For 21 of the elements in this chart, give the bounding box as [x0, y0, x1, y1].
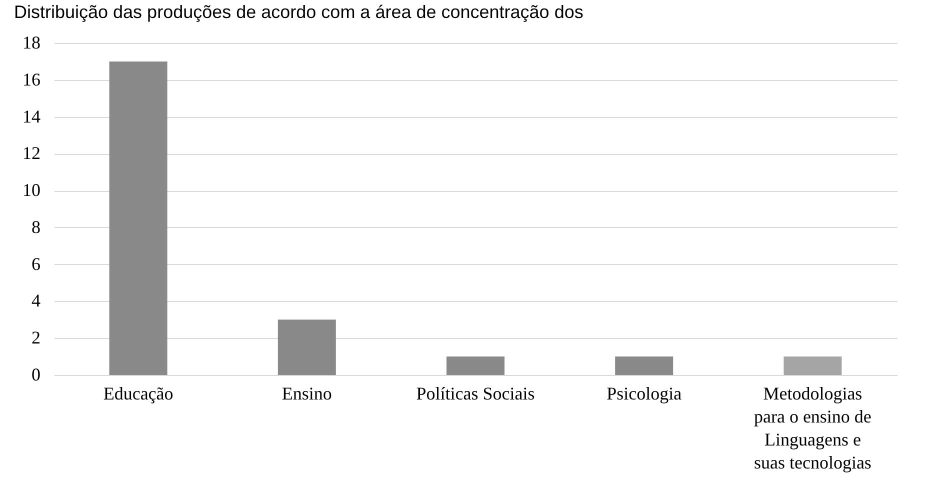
x-tick-label: Políticas Sociais — [416, 384, 535, 404]
y-tick-label: 2 — [32, 328, 40, 348]
chart-title: Distribuição das produções de acordo com a área de concentração dos — [14, 2, 584, 22]
y-tick-label: 10 — [22, 180, 40, 200]
x-tick-label: Educação — [103, 384, 174, 404]
y-tick-label: 4 — [32, 290, 40, 311]
x-tick-label: Psicologia — [606, 384, 682, 404]
bar — [784, 356, 842, 375]
y-tick-label: 18 — [22, 32, 40, 52]
x-tick-label: Metodologias para o ensino de Linguagens e suas tecnologias — [754, 384, 872, 472]
y-tick-label: 6 — [32, 254, 40, 274]
y-tick-label: 12 — [22, 143, 40, 164]
bar — [109, 61, 168, 375]
bar — [278, 320, 336, 375]
y-tick-label: 16 — [22, 69, 40, 90]
x-tick-label: Ensino — [282, 384, 332, 404]
y-tick-label: 8 — [32, 216, 40, 237]
y-tick-label: 14 — [22, 106, 40, 126]
y-tick-label: 0 — [32, 364, 40, 384]
bar — [615, 356, 674, 375]
bar — [446, 356, 504, 375]
